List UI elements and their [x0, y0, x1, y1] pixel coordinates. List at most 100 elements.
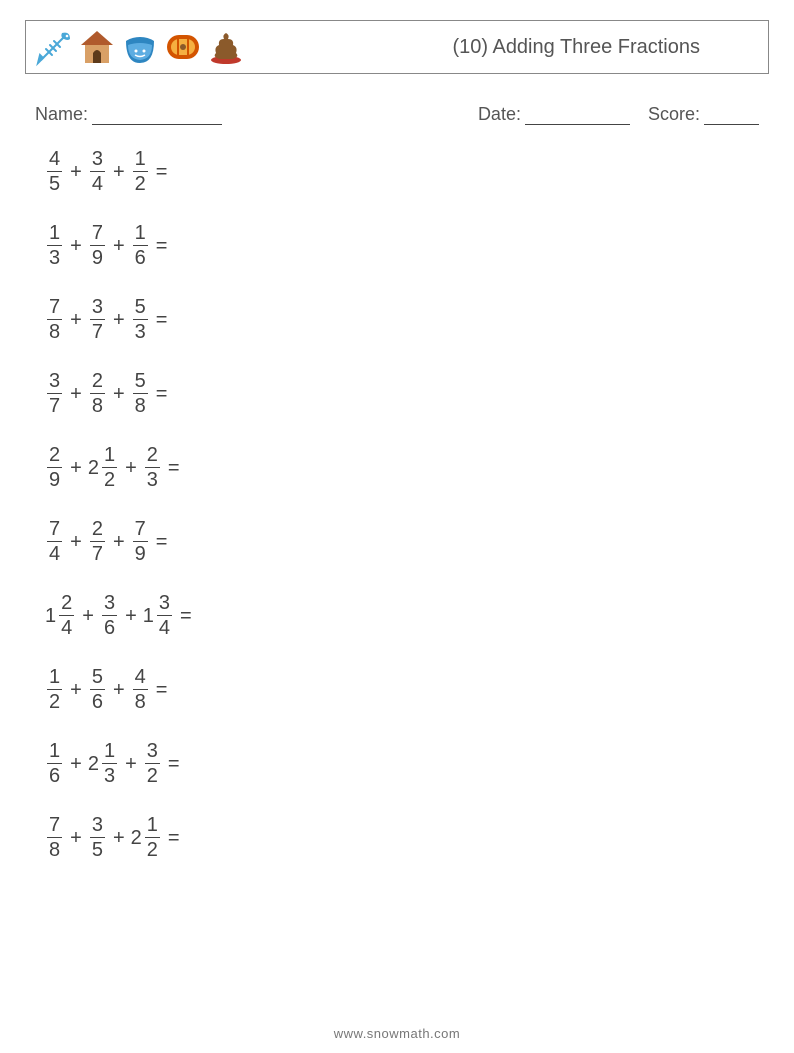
numerator: 4: [47, 149, 62, 171]
plus-operator: +: [113, 384, 125, 404]
problem-row: 29+212+23=: [45, 445, 749, 490]
problem-row: 74+27+79=: [45, 519, 749, 564]
denominator: 9: [47, 467, 62, 490]
fraction: 37: [47, 371, 62, 416]
fraction: 58: [133, 371, 148, 416]
numerator: 7: [133, 519, 148, 541]
denominator: 7: [90, 541, 105, 564]
name-blank[interactable]: [92, 105, 222, 125]
plus-operator: +: [70, 384, 82, 404]
fraction: 74: [47, 519, 62, 564]
plus-operator: +: [113, 532, 125, 552]
score-label: Score:: [648, 104, 700, 125]
poop-icon: [206, 27, 246, 67]
fraction: 78: [47, 297, 62, 342]
numerator: 7: [47, 297, 62, 319]
fraction: 34: [157, 593, 172, 638]
denominator: 6: [90, 689, 105, 712]
problem-row: 13+79+16=: [45, 223, 749, 268]
whole-number: 1: [45, 606, 56, 626]
denominator: 4: [59, 615, 74, 638]
denominator: 3: [102, 763, 117, 786]
denominator: 8: [133, 393, 148, 416]
numerator: 3: [90, 149, 105, 171]
numerator: 7: [90, 223, 105, 245]
denominator: 4: [47, 541, 62, 564]
fraction: 37: [90, 297, 105, 342]
whole-number: 2: [88, 458, 99, 478]
fraction: 35: [90, 815, 105, 860]
plus-operator: +: [70, 828, 82, 848]
equals-sign: =: [180, 606, 192, 626]
numerator: 1: [47, 741, 62, 763]
fraction: 78: [47, 815, 62, 860]
fraction: 16: [133, 223, 148, 268]
plus-operator: +: [70, 754, 82, 774]
fraction: 29: [47, 445, 62, 490]
denominator: 5: [47, 171, 62, 194]
denominator: 2: [133, 171, 148, 194]
numerator: 3: [157, 593, 172, 615]
fraction: 23: [145, 445, 160, 490]
date-blank[interactable]: [525, 105, 630, 125]
numerator: 5: [133, 371, 148, 393]
fraction: 24: [59, 593, 74, 638]
plus-operator: +: [70, 236, 82, 256]
plus-operator: +: [70, 532, 82, 552]
numerator: 2: [47, 445, 62, 467]
plus-operator: +: [70, 680, 82, 700]
plus-operator: +: [125, 754, 137, 774]
equals-sign: =: [168, 828, 180, 848]
fraction: 27: [90, 519, 105, 564]
problem-row: 37 +28 +58 =: [45, 371, 749, 416]
equals-sign: =: [168, 754, 180, 774]
plus-operator: +: [82, 606, 94, 626]
denominator: 8: [47, 319, 62, 342]
name-field: Name:: [35, 104, 222, 125]
numerator: 2: [90, 519, 105, 541]
denominator: 5: [90, 837, 105, 860]
problem-row: 16+213+32=: [45, 741, 749, 786]
plus-operator: +: [125, 458, 137, 478]
worksheet-title: (10) Adding Three Fractions: [452, 36, 760, 59]
fraction: 12: [47, 667, 62, 712]
denominator: 7: [47, 393, 62, 416]
numerator: 4: [133, 667, 148, 689]
numerator: 7: [47, 519, 62, 541]
fraction: 12: [145, 815, 160, 860]
problem-row: 45+34+12=: [45, 149, 749, 194]
denominator: 3: [133, 319, 148, 342]
numerator: 2: [145, 445, 160, 467]
numerator: 7: [47, 815, 62, 837]
equals-sign: =: [156, 310, 168, 330]
name-label: Name:: [35, 104, 88, 125]
denominator: 6: [47, 763, 62, 786]
numerator: 1: [102, 741, 117, 763]
fraction: 36: [102, 593, 117, 638]
fraction: 79: [133, 519, 148, 564]
fraction: 56: [90, 667, 105, 712]
plus-operator: +: [113, 828, 125, 848]
equals-sign: =: [156, 532, 168, 552]
numerator: 1: [102, 445, 117, 467]
equals-sign: =: [156, 680, 168, 700]
plus-operator: +: [70, 458, 82, 478]
whole-number: 1: [143, 606, 154, 626]
fraction: 28: [90, 371, 105, 416]
denominator: 2: [47, 689, 62, 712]
fishbowl-icon: [120, 27, 160, 67]
problem-row: 12+56+48=: [45, 667, 749, 712]
denominator: 8: [133, 689, 148, 712]
numerator: 3: [47, 371, 62, 393]
header-bar: (10) Adding Three Fractions: [25, 20, 769, 74]
numerator: 5: [90, 667, 105, 689]
denominator: 8: [47, 837, 62, 860]
equals-sign: =: [156, 384, 168, 404]
numerator: 3: [102, 593, 117, 615]
equals-sign: =: [156, 162, 168, 182]
fraction: 45: [47, 149, 62, 194]
score-blank[interactable]: [704, 105, 759, 125]
worksheet-page: (10) Adding Three Fractions Name: Date: …: [0, 0, 794, 860]
numerator: 3: [90, 815, 105, 837]
fraction: 13: [102, 741, 117, 786]
